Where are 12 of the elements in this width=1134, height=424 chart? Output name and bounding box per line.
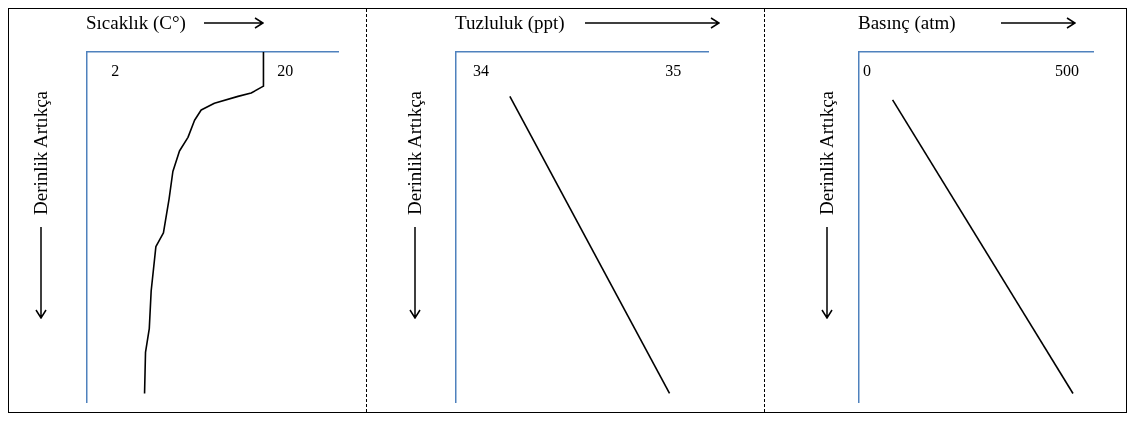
x-tick-label: 0 xyxy=(862,62,871,80)
x-axis-title: Sıcaklık (C°) xyxy=(86,12,186,34)
x-axis-title: Basınç (atm) xyxy=(857,12,956,34)
x-axis-title: Tuzluluk (ppt) xyxy=(455,12,565,34)
x-tick-label: 20 xyxy=(277,62,294,80)
y-axis-title: Derinlik Artıkça xyxy=(404,91,427,215)
y-axis-title: Derinlik Artıkça xyxy=(815,91,838,215)
x-tick-label: 35 xyxy=(665,62,682,80)
x-tick-label: 2 xyxy=(111,62,120,80)
y-axis-title: Derinlik Artıkça xyxy=(30,91,52,215)
x-tick-label: 34 xyxy=(473,62,490,80)
x-tick-label: 500 xyxy=(1054,62,1079,80)
